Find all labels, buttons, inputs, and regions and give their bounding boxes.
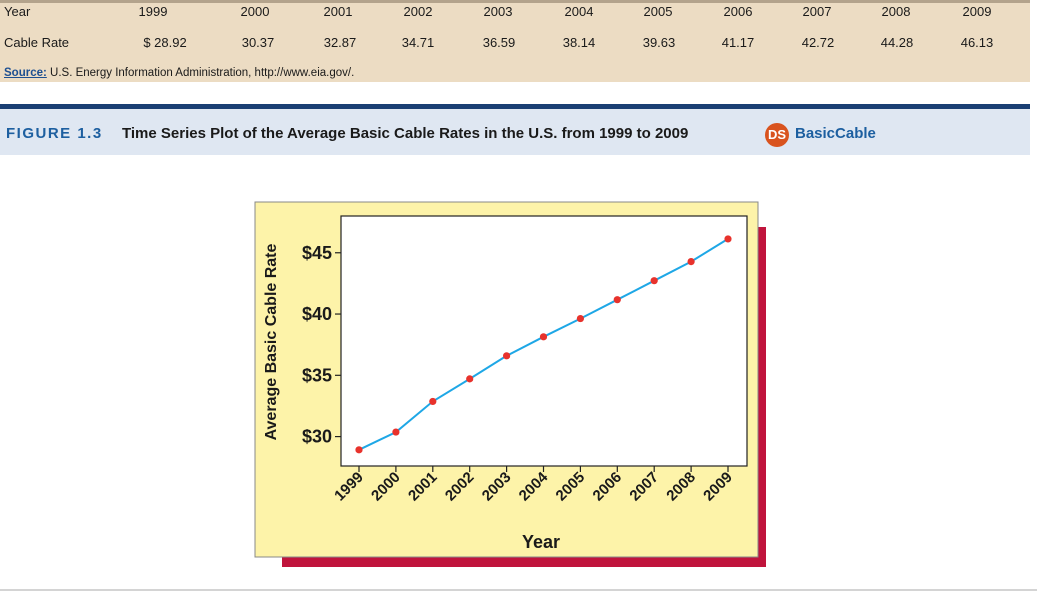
table-cell: 42.72 [801, 35, 835, 50]
table-cell: 2004 [564, 4, 594, 19]
data-point [466, 375, 474, 383]
table-cell: 39.63 [642, 35, 676, 50]
plot-area [340, 215, 748, 467]
y-tick-label: $30 [302, 427, 332, 447]
figure-caption-bar: FIGURE 1.3 Time Series Plot of the Avera… [0, 104, 1030, 155]
table-cell: 44.28 [880, 35, 914, 50]
source-note: Source: U.S. Energy Information Administ… [4, 67, 354, 79]
data-point [429, 397, 437, 406]
table-cell: 2002 [403, 4, 433, 19]
data-point [539, 333, 548, 341]
table-cell: 2009 [962, 4, 992, 19]
table-cell: 41.17 [721, 35, 755, 50]
data-point [355, 446, 363, 454]
table-cell: 2005 [643, 4, 673, 19]
data-point [576, 314, 585, 323]
figure-title: Time Series Plot of the Average Basic Ca… [122, 125, 689, 142]
table-row-header: Year [4, 4, 31, 19]
figure-label: FIGURE 1.3 [6, 125, 103, 142]
table-cell: 46.13 [960, 35, 994, 50]
y-tick-label: $40 [302, 304, 332, 324]
series-markers [355, 235, 732, 454]
y-axis-label: Average Basic Cable Rate [263, 243, 280, 440]
table-cell: 32.87 [323, 35, 357, 50]
x-axis-label: Year [522, 532, 560, 552]
y-tick-label: $35 [302, 365, 332, 385]
table-row-header: Cable Rate [4, 35, 70, 50]
data-point [392, 428, 400, 436]
dataset-badge-icon: DS [765, 123, 789, 147]
table-cell: 2006 [723, 4, 753, 19]
data-point [724, 235, 732, 243]
y-axis-ticks [335, 252, 341, 438]
table-cell: 1999 [138, 4, 168, 19]
data-point [650, 277, 658, 285]
y-tick-label: $45 [302, 243, 332, 263]
table-cell: 30.37 [241, 35, 275, 50]
dataset-name-link[interactable]: BasicCable [795, 125, 876, 142]
table-cell: 36.59 [482, 35, 516, 50]
bottom-divider [0, 589, 1037, 591]
table-cell: $ 28.92 [143, 35, 187, 50]
data-point [503, 352, 511, 360]
table-cell: 2003 [483, 4, 513, 19]
table-cell: 2001 [323, 4, 353, 19]
table-cell: 34.71 [401, 35, 435, 50]
data-table-panel: Year 1999 2000 2001 2002 2003 2004 2005 … [0, 0, 1030, 82]
table-cell: 38.14 [562, 35, 596, 50]
source-label: Source: [4, 67, 47, 79]
table-cell: 2008 [881, 4, 911, 19]
table-cell: 2000 [240, 4, 270, 19]
data-point [687, 257, 695, 266]
data-point [613, 296, 621, 304]
x-axis-ticks [358, 466, 729, 472]
y-axis-tick-labels: $30 $35 $40 $45 [302, 243, 332, 447]
table-cell: 2007 [802, 4, 832, 19]
source-text: U.S. Energy Information Administration, … [46, 67, 355, 79]
